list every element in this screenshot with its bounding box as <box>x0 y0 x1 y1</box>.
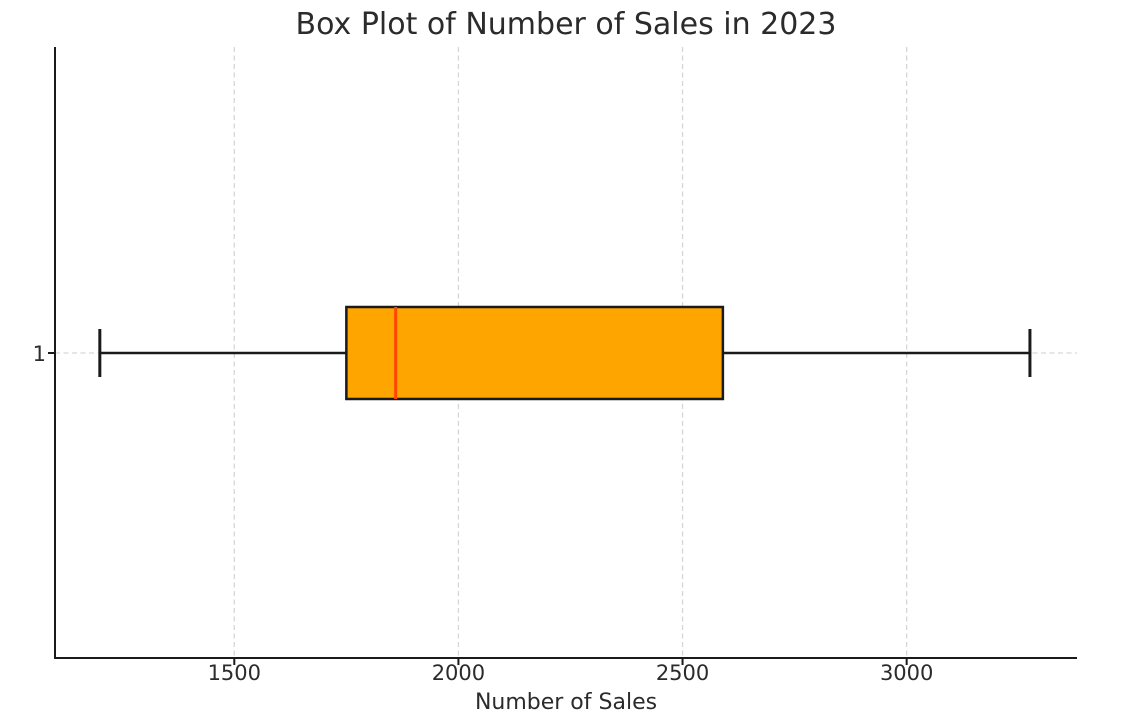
x-tick-label: 2000 <box>432 661 485 685</box>
plot-layer <box>98 305 1032 401</box>
chart-title: Box Plot of Number of Sales in 2023 <box>296 7 837 42</box>
x-tick-label: 1500 <box>208 661 261 685</box>
x-tick-label: 2500 <box>656 661 709 685</box>
x-axis-label: Number of Sales <box>475 690 657 715</box>
y-tick-label: 1 <box>33 342 46 366</box>
x-tick-label: 3000 <box>880 661 933 685</box>
iqr-box <box>345 305 725 401</box>
axis-layer: 1500 2000 2500 3000 <box>48 47 1077 685</box>
